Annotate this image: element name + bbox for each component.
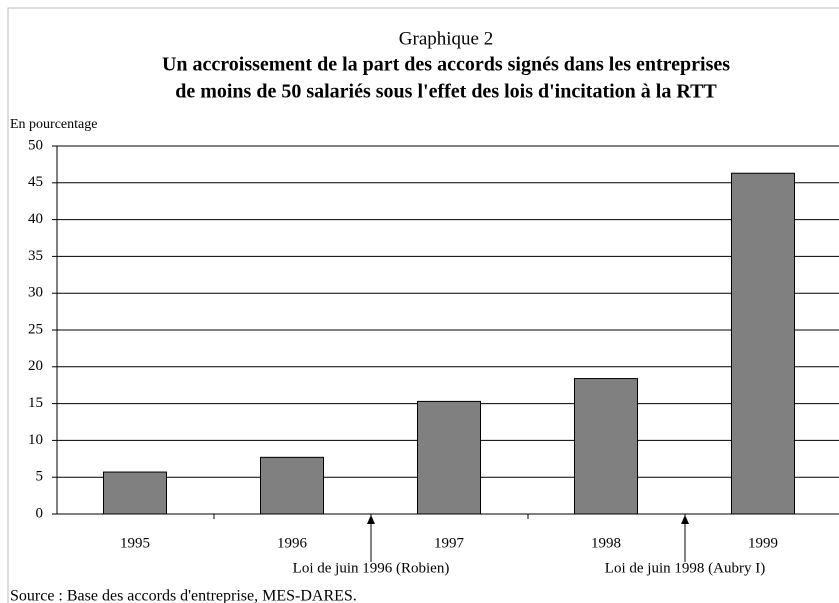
x-tick-label: 1997	[434, 535, 465, 551]
annotation-arrowhead	[367, 515, 375, 524]
chart-subtitle: de moins de 50 salariés sous l'effet des…	[175, 81, 717, 103]
chart-title: Graphique 2	[399, 28, 493, 49]
y-axis-label: En pourcentage	[10, 117, 97, 132]
bar	[574, 378, 638, 515]
y-tick-label: 30	[28, 285, 43, 301]
bar	[417, 400, 481, 515]
y-tick-label: 45	[28, 174, 43, 190]
chart-subtitle: Un accroissement de la part des accords …	[162, 54, 730, 76]
bar	[731, 172, 795, 515]
y-tick-label: 20	[28, 358, 43, 374]
x-tick-label: 1996	[277, 535, 308, 551]
annotation: Loi de juin 1998 (Aubry I)	[605, 560, 765, 576]
x-tick-label: 1998	[591, 535, 621, 551]
y-tick-label: 10	[28, 432, 43, 448]
y-tick-label: 0	[36, 505, 44, 521]
bar	[260, 456, 324, 515]
y-tick-label: 35	[28, 248, 43, 264]
y-tick-label: 15	[28, 395, 43, 411]
annotation-arrowhead	[681, 515, 689, 524]
x-tick-label: 1999	[748, 535, 778, 551]
y-tick-label: 5	[36, 469, 44, 485]
source: Source : Base des accords d'entreprise, …	[10, 588, 357, 603]
y-tick-label: 50	[28, 137, 43, 153]
y-tick-label: 40	[28, 211, 43, 227]
bar	[103, 471, 167, 515]
annotation: Loi de juin 1996 (Robien)	[293, 560, 450, 576]
x-tick-label: 1995	[120, 535, 150, 551]
y-tick-label: 25	[28, 321, 43, 337]
frame	[7, 7, 839, 603]
